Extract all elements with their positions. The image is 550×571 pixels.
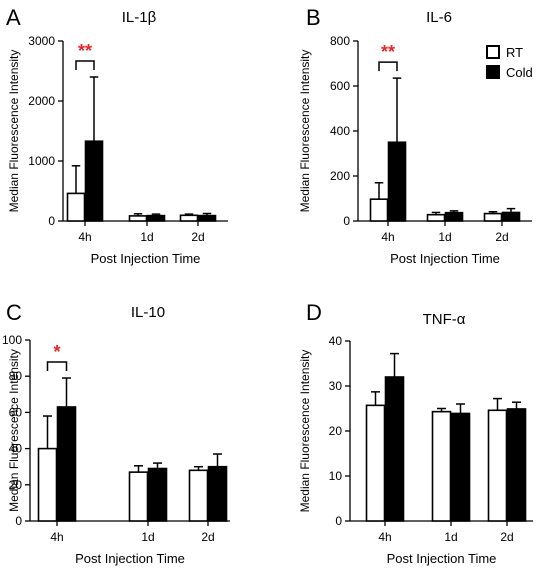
y-tick-label: 3000 [28,34,55,48]
y-tick-label: 800 [330,34,350,48]
bar-cold [506,408,527,522]
x-axis-label: Post Injection Time [390,251,500,266]
y-tick-label: 60 [9,405,23,419]
y-tick-label: 1000 [28,154,55,168]
x-tick-label: 4h [378,530,391,544]
significance-bracket [75,60,95,70]
chart-panel-d: D TNF-α 0 10 20 30 40 Median Fluorescence Inten… [298,300,533,566]
y-axis-label: Median Fluorescence Intensity [7,50,21,213]
bar-rt [365,404,386,522]
x-tick-label: 1d [444,530,457,544]
chart-panel-c: C IL-10 0 20 40 60 80 100 Median Fluorescence In… [2,300,230,566]
chart-title: IL-1β [122,9,157,26]
y-tick-label: 100 [2,333,22,347]
bar-rt [37,447,58,522]
x-tick-label: 1d [438,230,451,244]
bar-rt [179,214,199,222]
bar-rt [426,213,446,222]
y-tick-label: 10 [329,469,343,483]
x-tick-label: 2d [201,530,214,544]
bar-cold [197,214,217,222]
x-tick-label: 4h [78,230,91,244]
bar-cold [387,141,407,222]
bar-rt [487,409,508,522]
x-tick-label: 2d [500,530,513,544]
y-tick-label: 80 [9,369,23,383]
bar-cold [444,211,464,222]
chart-title: IL-10 [131,304,165,321]
legend-label-rt: RT [506,45,523,60]
legend-label-cold: Cold [506,65,533,80]
x-tick-label: 4h [381,230,394,244]
significance-marker: ** [381,42,395,62]
y-axis-label: Median Fluorescence Intensity [7,349,21,512]
significance-bracket [378,61,398,72]
bar-rt [483,212,503,222]
y-tick-label: 0 [335,514,342,528]
x-tick-label: 1d [140,230,153,244]
y-tick-label: 200 [330,169,350,183]
panel-letter: C [6,300,22,325]
chart-title: TNF-α [423,311,466,328]
x-tick-label: 4h [50,530,63,544]
bar-rt [66,192,86,222]
legend-swatch-rt [486,45,500,59]
y-tick-label: 40 [9,442,23,456]
y-tick-label: 20 [329,424,343,438]
bar-cold [384,376,405,522]
x-axis-label: Post Injection Time [75,551,185,566]
bar-cold [146,214,166,222]
chart-panel-b: B IL-6 0 200 400 600 800 Median Fluorescence In… [298,5,533,266]
bar-rt [431,410,452,522]
y-tick-label: 400 [330,124,350,138]
y-tick-label: 30 [329,379,343,393]
bar-rt [128,215,148,222]
y-tick-label: 0 [343,214,350,228]
bar-rt [369,198,389,222]
panel-letter: B [306,5,321,30]
bar-rt [188,469,209,522]
y-axis-label: Median Fluorescence Intensity [298,350,312,513]
panel-letter: A [6,5,21,30]
y-tick-label: 0 [15,514,22,528]
panel-letter: D [306,300,322,325]
bar-cold [450,412,471,522]
y-tick-label: 600 [330,79,350,93]
bar-cold [207,465,228,522]
bar-rt [128,471,149,522]
bar-cold [147,467,168,522]
y-tick-label: 0 [48,214,55,228]
chart-panel-a: A IL-1β 0 1000 2000 3000 Median Fluorescence I… [6,5,228,266]
chart-title: IL-6 [426,9,452,26]
x-axis-label: Post Injection Time [387,551,497,566]
significance-bracket [46,361,68,372]
y-tick-label: 20 [9,478,23,492]
legend-swatch-cold [486,65,500,79]
y-tick-label: 2000 [28,94,55,108]
y-axis-label: Median Fluorescence Intensity [298,50,312,213]
significance-marker: ** [78,41,92,61]
significance-marker: * [53,342,60,362]
x-tick-label: 2d [191,230,204,244]
x-axis-label: Post Injection Time [91,251,201,266]
x-tick-label: 2d [495,230,508,244]
bar-cold [501,211,521,222]
y-tick-label: 40 [329,334,343,348]
x-tick-label: 1d [141,530,154,544]
bar-cold [56,406,77,522]
bar-cold [84,140,104,222]
